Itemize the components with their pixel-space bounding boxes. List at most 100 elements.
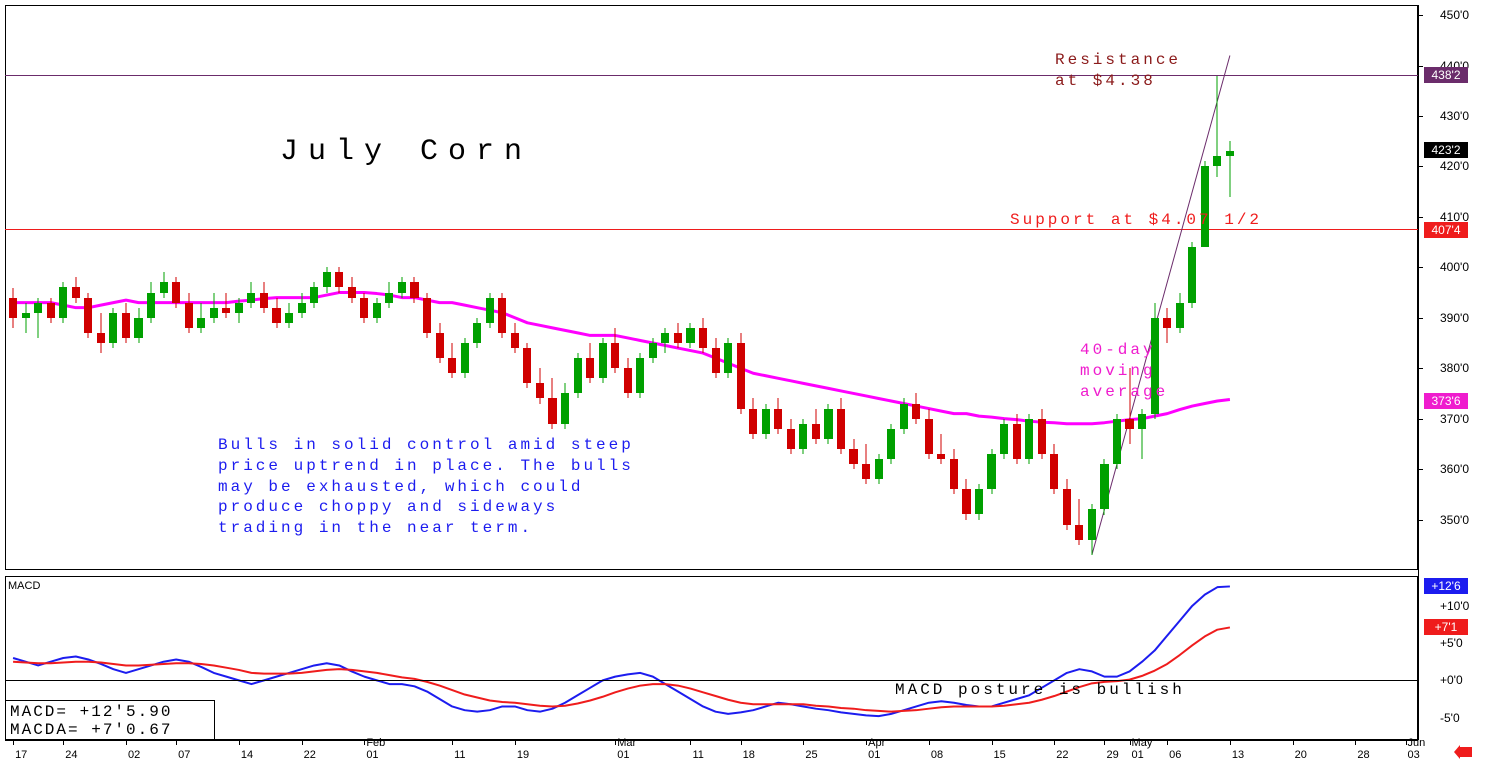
candle bbox=[172, 277, 180, 307]
candle bbox=[724, 338, 732, 378]
macd-marker: +7'1 bbox=[1424, 619, 1468, 635]
candle bbox=[774, 398, 782, 433]
candle bbox=[586, 343, 594, 383]
candle bbox=[84, 293, 92, 338]
candle bbox=[34, 298, 42, 338]
candle bbox=[134, 308, 142, 343]
candle bbox=[348, 277, 356, 302]
candle bbox=[1063, 479, 1071, 529]
price-marker: 373'6 bbox=[1424, 393, 1468, 409]
macd-ytick: +10'0 bbox=[1440, 599, 1469, 613]
candle bbox=[812, 409, 820, 444]
price-ytick: 390'0 bbox=[1440, 311, 1469, 325]
xaxis-tick-label: 22 bbox=[1056, 749, 1068, 761]
macd-ytick: +0'0 bbox=[1440, 673, 1463, 687]
xaxis-tick-label: 19 bbox=[517, 749, 529, 761]
candle bbox=[1038, 409, 1046, 459]
candle bbox=[285, 303, 293, 328]
xaxis-tick-label: 01 bbox=[1132, 749, 1144, 761]
candle bbox=[674, 323, 682, 348]
xaxis-tick-label: Apr bbox=[868, 737, 885, 749]
xaxis-tick-label: 02 bbox=[128, 749, 140, 761]
candle bbox=[423, 293, 431, 338]
candle bbox=[448, 343, 456, 378]
candle bbox=[636, 353, 644, 398]
candle bbox=[950, 449, 958, 494]
candle bbox=[398, 277, 406, 297]
candle bbox=[410, 277, 418, 302]
candle bbox=[624, 358, 632, 398]
annotation-ma_label: 40-day moving average bbox=[1080, 340, 1168, 402]
candle bbox=[247, 282, 255, 307]
candle bbox=[799, 419, 807, 454]
xaxis-tick-label: 08 bbox=[931, 749, 943, 761]
candle bbox=[47, 298, 55, 323]
candle bbox=[1075, 499, 1083, 544]
xaxis-tick-label: May bbox=[1132, 737, 1153, 749]
candle bbox=[1226, 141, 1234, 196]
candle bbox=[937, 434, 945, 464]
macd-marker: +12'6 bbox=[1424, 578, 1468, 594]
candle bbox=[837, 398, 845, 453]
candle bbox=[1100, 459, 1108, 514]
candle bbox=[523, 343, 531, 388]
macd-ytick: +5'0 bbox=[1440, 636, 1463, 650]
xaxis-tick-label: 01 bbox=[366, 749, 378, 761]
candle bbox=[22, 303, 30, 333]
candle bbox=[962, 479, 970, 519]
macd-reading-2: MACDA= +7'0.67 bbox=[10, 721, 210, 739]
price-ytick: 400'0 bbox=[1440, 260, 1469, 274]
annotation-macd_posture: MACD posture is bullish bbox=[895, 680, 1185, 701]
candle bbox=[749, 398, 757, 438]
xaxis-tick-label: 06 bbox=[1169, 749, 1181, 761]
xaxis-tick-label: 07 bbox=[178, 749, 190, 761]
macd-zero-line bbox=[5, 680, 1418, 681]
candle bbox=[122, 303, 130, 343]
candle bbox=[9, 288, 17, 328]
price-ytick: 450'0 bbox=[1440, 8, 1469, 22]
scroll-left-arrow-icon[interactable] bbox=[1454, 745, 1472, 759]
candle bbox=[323, 267, 331, 292]
xaxis-tick-label: Jun bbox=[1408, 737, 1426, 749]
candle bbox=[686, 323, 694, 348]
candle bbox=[498, 293, 506, 338]
xaxis-tick-label: 25 bbox=[805, 749, 817, 761]
candle bbox=[912, 393, 920, 423]
annotation-bulls: Bulls in solid control amid steep price … bbox=[218, 435, 634, 539]
price-marker: 438'2 bbox=[1424, 67, 1468, 83]
candle bbox=[97, 313, 105, 353]
xaxis-tick-label: 20 bbox=[1295, 749, 1307, 761]
candle bbox=[900, 398, 908, 433]
macd-panel-title: MACD bbox=[8, 580, 40, 592]
candle bbox=[511, 323, 519, 353]
xaxis-tick-label: 29 bbox=[1106, 749, 1118, 761]
price-ytick: 420'0 bbox=[1440, 159, 1469, 173]
candle bbox=[160, 272, 168, 297]
price-ytick: 370'0 bbox=[1440, 412, 1469, 426]
xaxis-tick-label: 01 bbox=[617, 749, 629, 761]
xaxis-tick-label: 03 bbox=[1408, 749, 1420, 761]
candle bbox=[548, 378, 556, 428]
candle bbox=[699, 318, 707, 353]
candle bbox=[661, 328, 669, 353]
macd-ytick: -5'0 bbox=[1440, 711, 1460, 725]
candle bbox=[1163, 308, 1171, 343]
candle bbox=[210, 293, 218, 323]
candle bbox=[762, 404, 770, 439]
candle bbox=[649, 338, 657, 363]
candle bbox=[712, 338, 720, 378]
chart-title: July Corn bbox=[280, 135, 532, 169]
macd-reading-1: MACD= +12'5.90 bbox=[10, 703, 210, 721]
candle bbox=[1025, 414, 1033, 464]
xaxis-tick-label: 15 bbox=[994, 749, 1006, 761]
xaxis-tick-label: 22 bbox=[304, 749, 316, 761]
candle bbox=[260, 282, 268, 312]
candle bbox=[599, 338, 607, 383]
xaxis-tick-label: 28 bbox=[1357, 749, 1369, 761]
candle bbox=[235, 298, 243, 323]
candle bbox=[536, 368, 544, 403]
candle bbox=[1000, 419, 1008, 459]
annotation-support: Support at $4.07 1/2 bbox=[1010, 210, 1262, 231]
xaxis-tick-label: Mar bbox=[617, 737, 636, 749]
candle bbox=[185, 293, 193, 333]
